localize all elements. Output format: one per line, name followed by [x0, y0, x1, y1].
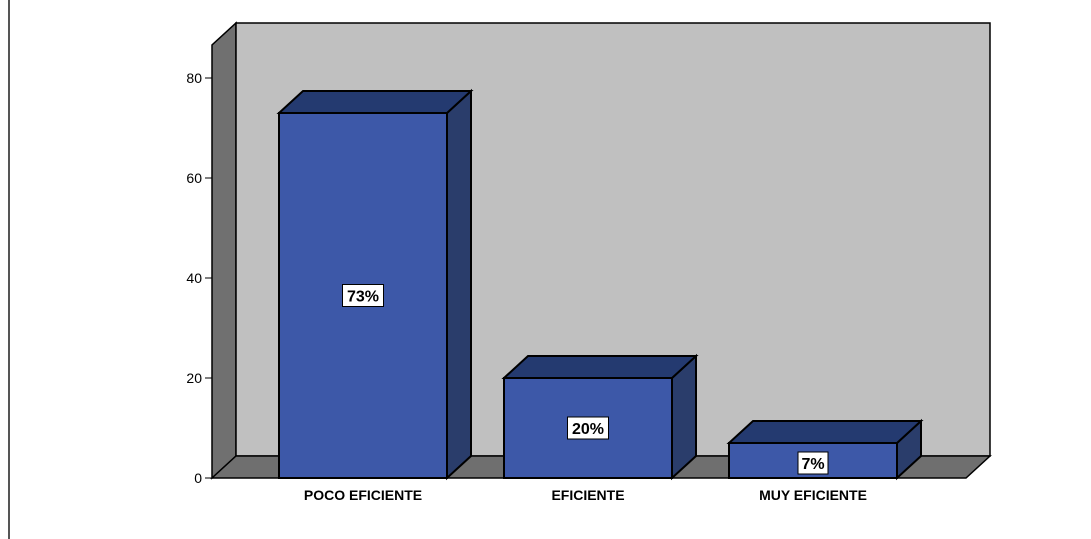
bar-muy-eficiente: 7%: [726, 418, 924, 481]
y-tick-label: 0: [194, 470, 202, 486]
bar-side-face: [446, 88, 472, 481]
y-tick-label: 80: [186, 70, 202, 86]
page-left-border: [8, 0, 10, 539]
y-tick-label: 40: [186, 270, 202, 286]
data-label-text: 20%: [572, 421, 604, 438]
bar-top-face: [501, 355, 699, 379]
x-category-label: POCO EFICIENTE: [304, 487, 422, 503]
data-label-text: 73%: [347, 289, 379, 306]
data-label-text: 7%: [801, 456, 824, 473]
x-category-label: MUY EFICIENTE: [759, 487, 867, 503]
y-tick-label: 60: [186, 170, 202, 186]
bar-poco-eficiente: 73%: [276, 88, 474, 481]
bar-top-face: [276, 90, 474, 114]
data-label: 20%: [567, 416, 609, 440]
chart-side-wall: [211, 21, 237, 480]
data-label-box: [567, 416, 609, 440]
bar-eficiente: 20%: [501, 353, 699, 481]
x-axis-labels: POCO EFICIENTE EFICIENTE MUY EFICIENTE: [304, 487, 867, 503]
bars: 73% 20% 7%: [276, 88, 924, 481]
data-label-box: [797, 451, 829, 475]
x-category-label: EFICIENTE: [551, 487, 624, 503]
bar-top-face: [726, 420, 924, 444]
data-label: 7%: [797, 451, 829, 475]
data-label: 73%: [342, 284, 384, 307]
y-axis: 0 20 40 60 80: [186, 70, 212, 486]
y-tick-label: 20: [186, 370, 202, 386]
data-label-box: [342, 284, 384, 307]
